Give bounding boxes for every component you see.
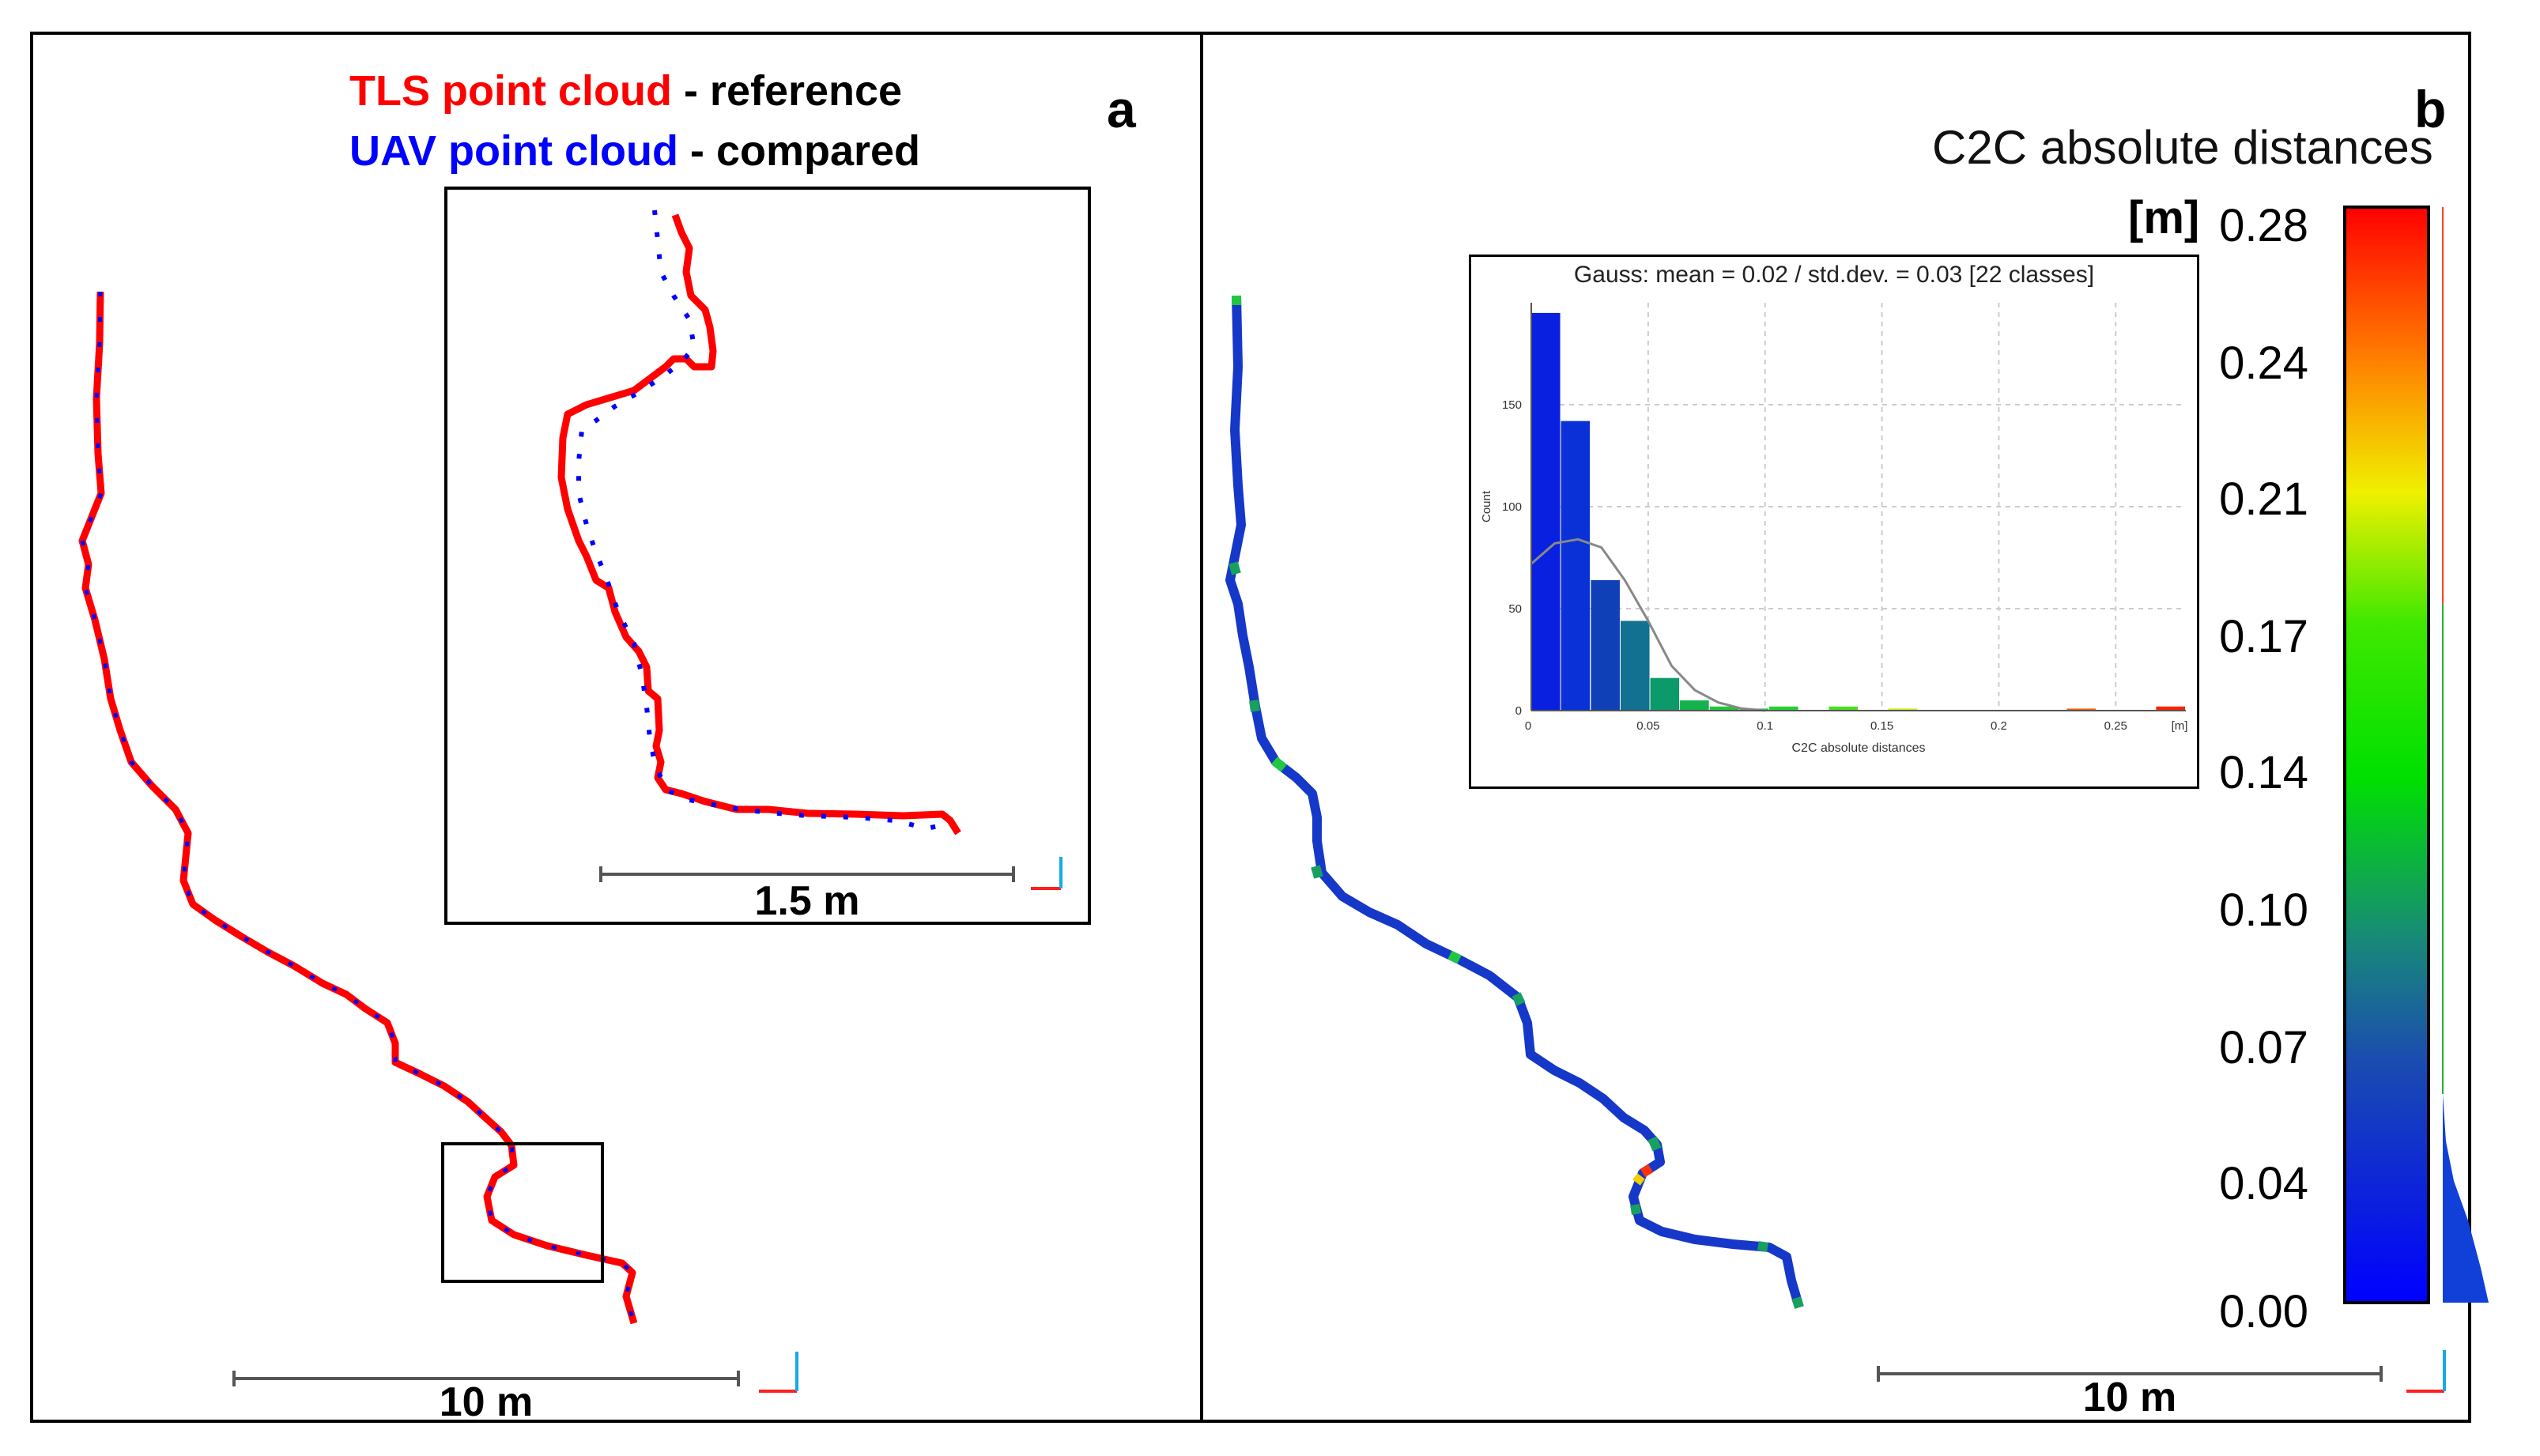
histogram-bar: [1829, 706, 1858, 711]
x-tick-label: 0.05: [1636, 719, 1659, 733]
x-tick-label: 0.2: [1991, 719, 2007, 733]
histogram-bar: [1680, 700, 1709, 711]
inset-scale-label: 1.5 m: [754, 878, 860, 924]
colorbar-tick: 0.10: [2219, 885, 2308, 936]
panel-b: b C2C absolute distances [m]: [1200, 32, 2489, 1423]
panel-a-graphics: [78, 187, 1091, 1393]
x-tick-label: 0: [1525, 719, 1531, 733]
histogram-chart: 0 0.05 0.1 0.15 0.2 0.25 [m] 0 50 100 150 C2C absol…: [1480, 303, 2188, 755]
legend-tls-suffix: - reference: [671, 67, 903, 115]
x-tick-label: 0.15: [1870, 719, 1893, 733]
colorbar-tick: 0.14: [2219, 747, 2308, 798]
inset-uav-path: [576, 209, 943, 831]
histogram-bar: [1769, 706, 1798, 711]
gauss-curve: [1530, 538, 1765, 712]
colorbar-unit: [m]: [2128, 192, 2200, 243]
colorbar-tick: 0.24: [2219, 338, 2308, 389]
colorbar-tick: 0.17: [2219, 611, 2308, 662]
zoom-region-box: [441, 1142, 604, 1283]
x-axis-label: C2C absolute distances: [1792, 741, 1926, 755]
histogram-bar: [1650, 677, 1680, 711]
colorbar-tick: 0.07: [2219, 1022, 2308, 1073]
colorbar-distribution: [2443, 1094, 2489, 1303]
histogram-bar: [1888, 708, 1918, 711]
colorbar-tick: 0.28: [2219, 200, 2308, 251]
x-tick-label: 0.25: [2104, 719, 2127, 733]
histogram-bar: [1709, 706, 1739, 711]
colorbar-title: C2C absolute distances: [1932, 121, 2433, 174]
y-tick-label: 100: [1502, 500, 1522, 514]
colorbar: [2343, 206, 2430, 1304]
histogram-bar: [2156, 706, 2185, 711]
tls-main-path: [78, 291, 638, 1325]
y-tick-label: 0: [1515, 704, 1522, 718]
colorbar-tick: 0.04: [2219, 1158, 2308, 1209]
c2c-path: [1225, 295, 1804, 1309]
colorbar-tick: 0.21: [2219, 473, 2308, 525]
legend-tls-label: TLS point cloud: [349, 67, 672, 115]
histogram-bar: [1591, 579, 1620, 711]
histogram-inset: Gauss: mean = 0.02 / std.dev. = 0.03 [22…: [1469, 255, 2199, 789]
legend-uav: UAV point cloud - compared: [349, 126, 920, 175]
histogram-bar: [1531, 312, 1561, 711]
c2c-accents: [1228, 296, 1804, 1309]
histogram-title: Gauss: mean = 0.02 / std.dev. = 0.03 [22…: [1573, 262, 2095, 288]
main-scale-label-a: 10 m: [439, 1379, 534, 1425]
histogram-bar: [1620, 620, 1650, 711]
legend-uav-label: UAV point cloud: [349, 127, 678, 175]
y-axis-label: Count: [1480, 490, 1493, 522]
y-tick-label: 150: [1502, 398, 1522, 412]
panel-a: a TLS point cloud - reference UAV point …: [30, 32, 1203, 1425]
inset-tls-path: [557, 213, 961, 836]
colorbar-tick: 0.00: [2219, 1286, 2308, 1337]
panel-letter-a: a: [1107, 80, 1136, 138]
panel-letter-b: b: [2414, 80, 2447, 138]
histogram-bar: [1561, 421, 1591, 711]
inset-box: [444, 187, 1091, 925]
panel-b-graphics: [1225, 206, 2489, 1393]
x-unit-label: [m]: [2172, 719, 2188, 733]
y-tick-label: 50: [1508, 602, 1522, 616]
histogram-bar: [2066, 708, 2097, 711]
legend-tls: TLS point cloud - reference: [349, 66, 902, 115]
x-tick-label: 0.1: [1757, 719, 1773, 733]
main-scale-label-b: 10 m: [2082, 1375, 2177, 1420]
legend-uav-suffix: - compared: [677, 127, 921, 175]
